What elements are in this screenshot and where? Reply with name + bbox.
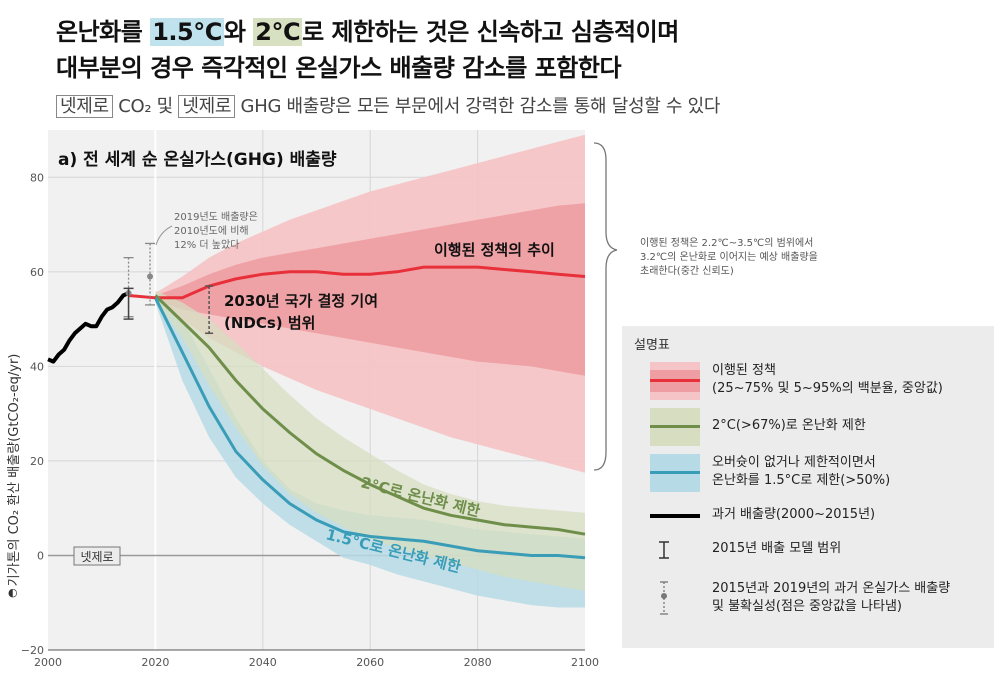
y-tick-0: 0 xyxy=(37,549,44,562)
x-tick-2020: 2020 xyxy=(141,656,169,669)
y-tick--20: −20 xyxy=(21,644,44,657)
net-zero-box-1: 넷제로 xyxy=(56,95,113,118)
highlight-2c: 2°C xyxy=(253,18,303,46)
dropdown-icon: ◐ xyxy=(8,586,18,599)
note-2019-line1: 2019년도 배출량은 xyxy=(174,211,258,223)
note-2019-line2: 2010년도에 비해 xyxy=(174,224,249,237)
legend-swatch-policy xyxy=(650,362,700,400)
net-zero-label: 넷제로 xyxy=(80,550,113,564)
policy-median-line xyxy=(155,265,586,300)
legend-swatch-1-5c xyxy=(650,454,700,492)
ndc-label-2: (NDCs) 범위 xyxy=(224,314,315,332)
c2-median-line xyxy=(154,294,586,536)
legend-panel: 설명표 이행된 정책 (25~75% 및 5~95%의 백분율, 중앙값) 2°C… xyxy=(622,326,994,648)
brace-note-line1: 이행된 정책은 2.2℃~3.5℃의 범위에서 xyxy=(640,236,813,249)
policy-band-25-75 xyxy=(155,203,585,376)
c2-band xyxy=(155,290,585,591)
c15-median-line xyxy=(154,297,586,560)
y-tick-60: 60 xyxy=(30,266,44,279)
policy-connector xyxy=(128,293,156,300)
legend-uncertainty-icon xyxy=(660,581,668,615)
x-tick-2000: 2000 xyxy=(34,656,62,669)
y-tick-20: 20 xyxy=(30,455,44,468)
historic-line xyxy=(47,291,130,364)
y-axis-label: 기가톤의 CO₂ 환산 배출량(GtCO₂-eq/yr) xyxy=(7,354,22,587)
policy-brace xyxy=(593,142,618,471)
x-tick-2080: 2080 xyxy=(464,656,492,669)
y-tick-40: 40 xyxy=(30,360,44,373)
net-zero-box-2: 넷제로 xyxy=(178,95,236,118)
note-2019-line3: 12% 더 높았다 xyxy=(174,239,239,251)
uncertainty-2019-median-dot xyxy=(147,273,154,280)
headline-line-2: 대부분의 경우 즉각적인 온실가스 배출량 감소를 포함한다 xyxy=(56,54,622,82)
legend-swatch-historic xyxy=(650,514,700,518)
net-zero-label-box xyxy=(73,546,121,566)
panel-title: a) 전 세계 순 온실가스(GHG) 배출량 xyxy=(58,150,337,170)
legend-swatch-2c xyxy=(650,408,700,446)
highlight-1-5c: 1.5°C xyxy=(150,18,224,46)
subtitle: 넷제로 CO₂ 및 넷제로 GHG 배출량은 모든 부문에서 강력한 감소를 통… xyxy=(56,92,720,118)
x-tick-2060: 2060 xyxy=(356,656,384,669)
brace-note-line2: 3.2℃의 온난화로 이어지는 예상 배출량을 xyxy=(640,251,818,263)
x-tick-2100: 2100 xyxy=(571,656,599,669)
y-tick-80: 80 xyxy=(30,171,44,184)
note-2019-connector xyxy=(155,225,173,246)
legend-title: 설명표 xyxy=(634,338,670,353)
headline-line-1: 온난화를 1.5°C와 2°C로 제한하는 것은 신속하고 심층적이며 xyxy=(56,18,679,46)
ndc-label-1: 2030년 국가 결정 기여 xyxy=(224,292,378,310)
legend-model-range-icon xyxy=(659,541,669,559)
x-tick-2040: 2040 xyxy=(249,656,277,669)
brace-note-line3: 초래한다(중간 신뢰도) xyxy=(640,265,734,277)
policy-trend-label: 이행된 정책의 추이 xyxy=(434,241,555,259)
